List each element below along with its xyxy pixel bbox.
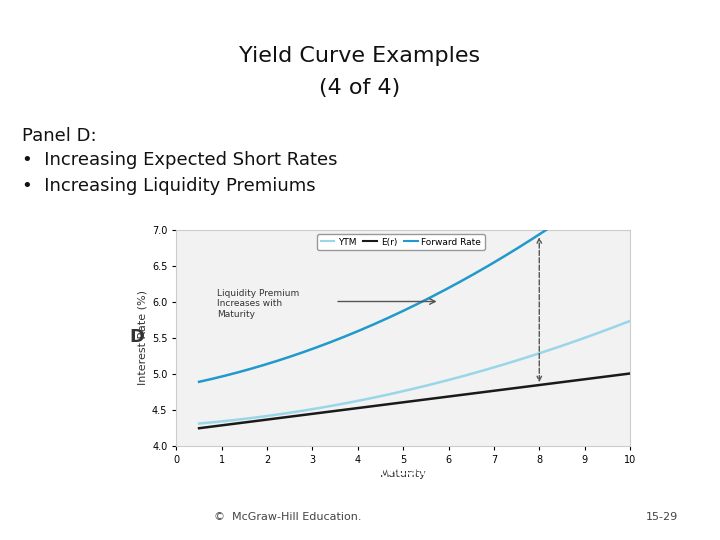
- Text: INVESTMENTS | BODIE, KANE, MARCUS: INVESTMENTS | BODIE, KANE, MARCUS: [366, 463, 698, 479]
- Text: Panel D:: Panel D:: [22, 127, 96, 145]
- Text: Liquidity Premium
Increases with
Maturity: Liquidity Premium Increases with Maturit…: [217, 289, 300, 319]
- Text: •  Increasing Expected Short Rates: • Increasing Expected Short Rates: [22, 151, 337, 169]
- Legend: YTM, E(r), Forward Rate: YTM, E(r), Forward Rate: [317, 234, 485, 250]
- Y-axis label: Interest Rate (%): Interest Rate (%): [138, 290, 148, 385]
- Text: D: D: [130, 328, 144, 347]
- Text: ©  McGraw-Hill Education.: © McGraw-Hill Education.: [215, 512, 361, 522]
- Text: •  Increasing Liquidity Premiums: • Increasing Liquidity Premiums: [22, 177, 315, 195]
- Text: 15-29: 15-29: [647, 512, 678, 522]
- Text: Yield Curve Examples: Yield Curve Examples: [240, 46, 480, 66]
- Text: (4 of 4): (4 of 4): [320, 78, 400, 98]
- X-axis label: Maturity: Maturity: [380, 469, 426, 478]
